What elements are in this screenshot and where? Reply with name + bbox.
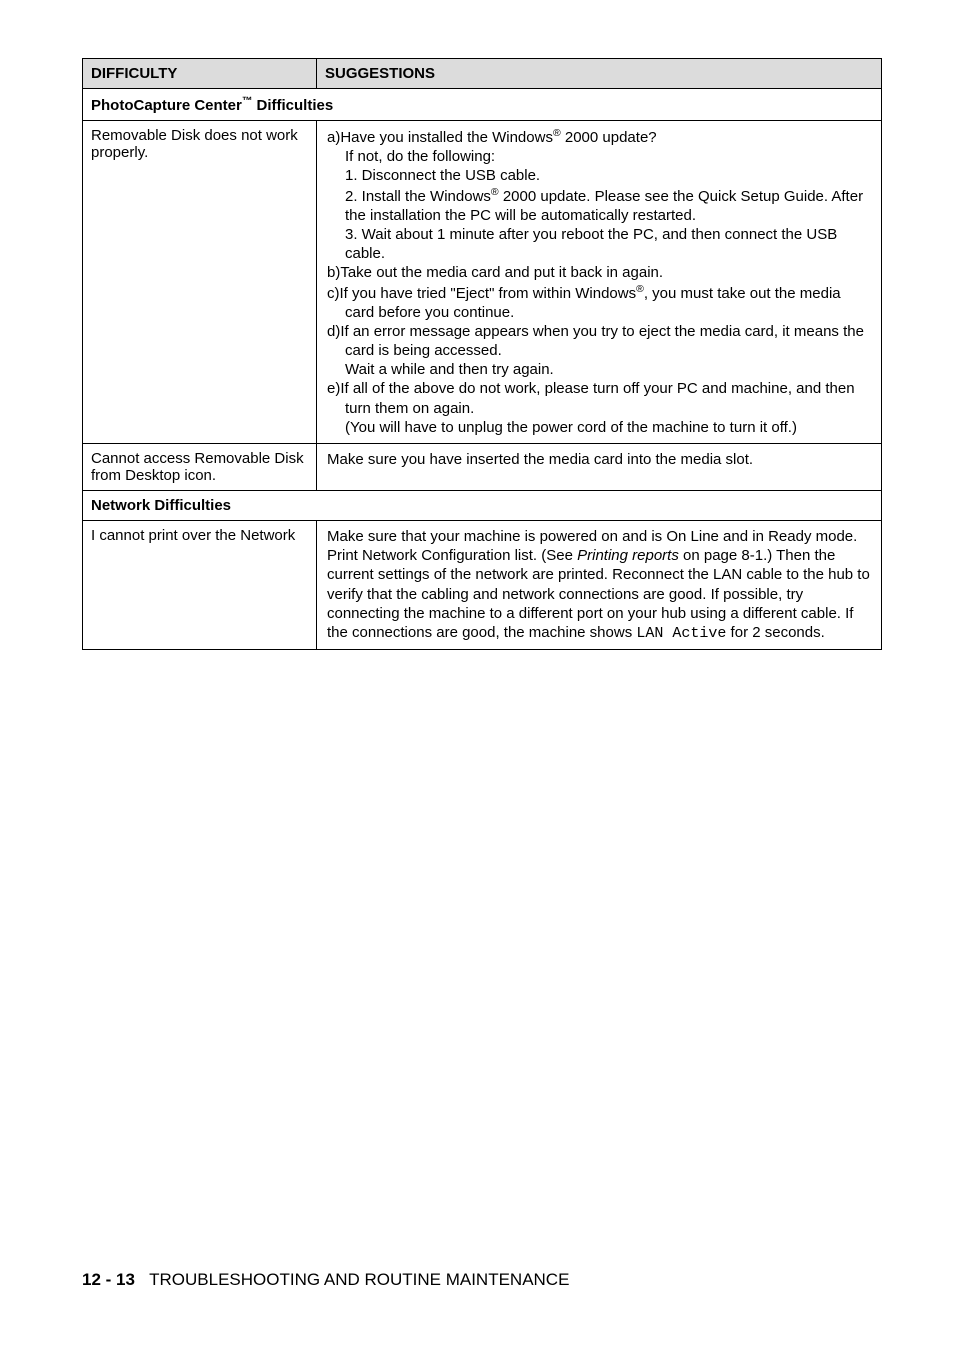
text: 2. Install the Windows [345,188,491,205]
difficulty-cell: Cannot access Removable Disk from Deskto… [83,444,317,491]
item-a-ifnot: If not, do the following: [327,147,873,166]
page-number: 12 - 13 [82,1270,135,1289]
item-c: c)If you have tried "Eject" from within … [327,283,873,322]
table-row: Removable Disk does not work properly. a… [83,121,882,444]
text: for 2 seconds. [726,624,824,641]
header-suggestions: SUGGESTIONS [317,59,882,89]
suggestion-cell: Make sure you have inserted the media ca… [317,444,882,491]
text: 2000 update? [561,129,657,146]
troubleshooting-table: DIFFICULTY SUGGESTIONS PhotoCapture Cent… [82,58,882,650]
item-d: d)If an error message appears when you t… [327,322,873,360]
item-e-note: (You will have to unplug the power cord … [327,418,873,437]
footer-title: TROUBLESHOOTING AND ROUTINE MAINTENANCE [149,1270,569,1289]
text: a)Have you installed the Windows [327,129,553,146]
item-a-1: 1. Disconnect the USB cable. [327,166,873,185]
table-row: I cannot print over the Network Make sur… [83,521,882,650]
section-photocapture-title: PhotoCapture Center™ Difficulties [83,89,882,121]
difficulty-cell: Removable Disk does not work properly. [83,121,317,444]
section-photocapture: PhotoCapture Center™ Difficulties [83,89,882,121]
difficulty-cell: I cannot print over the Network [83,521,317,650]
reg-symbol: ® [553,127,561,139]
text: c)If you have tried "Eject" from within … [327,285,636,302]
section-network: Network Difficulties [83,491,882,521]
suggestion-cell: a)Have you installed the Windows® 2000 u… [317,121,882,444]
italic-text: Printing reports [577,547,679,564]
page-footer: 12 - 13 TROUBLESHOOTING AND ROUTINE MAIN… [82,1270,569,1290]
reg-symbol: ® [636,283,644,295]
table-header-row: DIFFICULTY SUGGESTIONS [83,59,882,89]
suggestion-cell: Make sure that your machine is powered o… [317,521,882,650]
item-a: a)Have you installed the Windows® 2000 u… [327,127,873,147]
mono-text: LAN Active [636,625,726,642]
item-d-wait: Wait a while and then try again. [327,360,873,379]
table-row: Cannot access Removable Disk from Deskto… [83,444,882,491]
item-e: e)If all of the above do not work, pleas… [327,379,873,417]
section-photo-post: Difficulties [252,97,333,114]
tm-symbol: ™ [242,95,253,107]
reg-symbol: ® [491,186,499,198]
item-a-2: 2. Install the Windows® 2000 update. Ple… [327,186,873,225]
item-b: b)Take out the media card and put it bac… [327,263,873,282]
section-photo-pre: PhotoCapture Center [91,97,242,114]
item-a-3: 3. Wait about 1 minute after you reboot … [327,225,873,263]
header-difficulty: DIFFICULTY [83,59,317,89]
section-network-title: Network Difficulties [83,491,882,521]
